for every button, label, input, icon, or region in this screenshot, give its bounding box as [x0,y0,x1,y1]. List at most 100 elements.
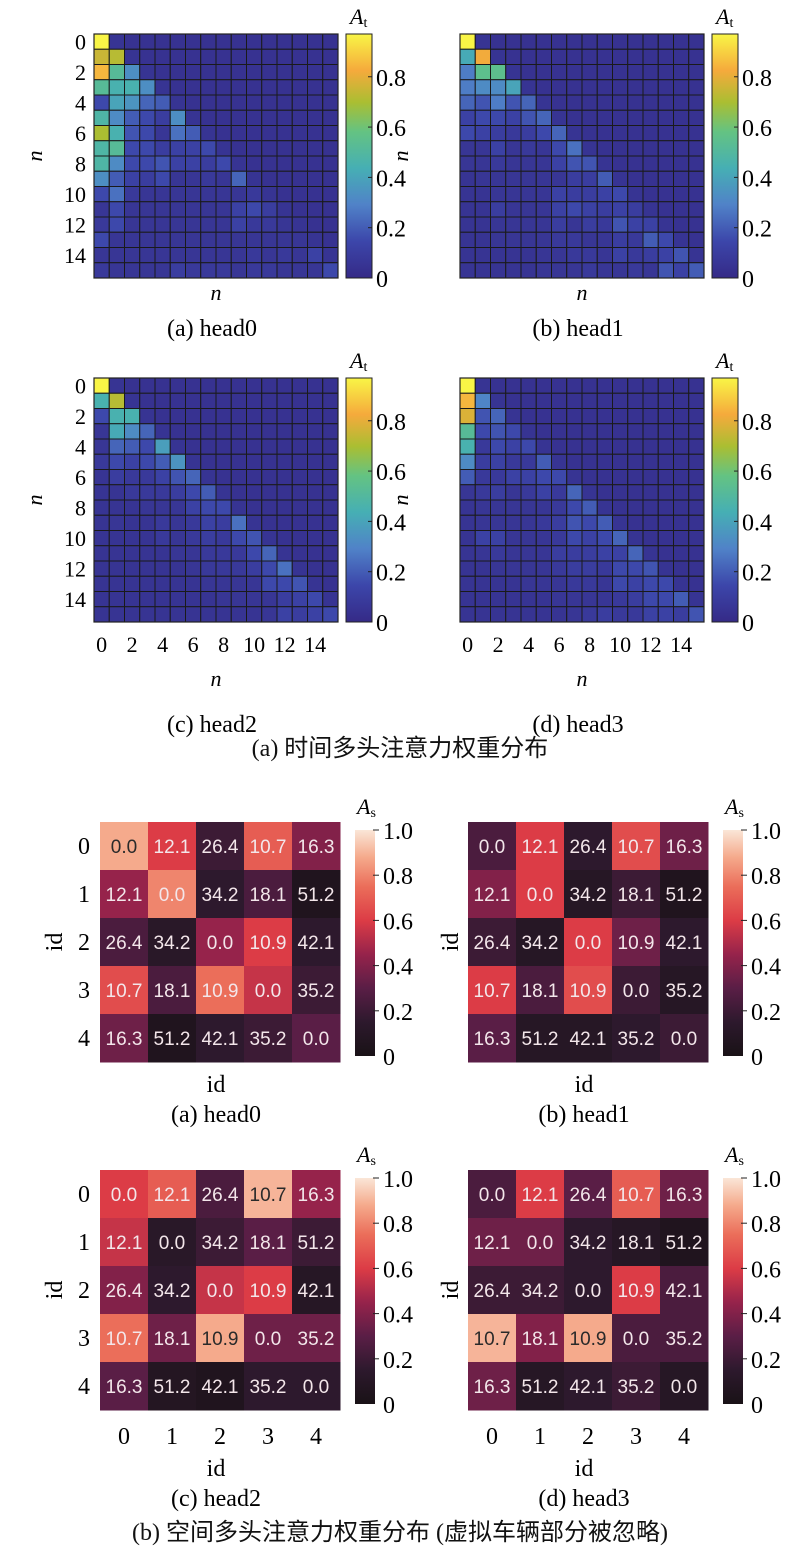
heatmap-cell [566,606,583,623]
heatmap-cell [490,125,507,142]
cell-annotation: 12.1 [154,837,191,858]
heatmap-cell [148,966,197,1015]
x-tick-label: 2 [493,632,504,657]
cell-annotation: 0.0 [303,1377,329,1398]
heatmap-cell [459,186,476,203]
cell-annotation: 10.9 [250,1281,287,1302]
heatmap-cell [535,94,552,111]
colorbar-tick-label: 1.0 [383,1167,413,1193]
heatmap-cell [520,155,537,172]
heatmap-cell [154,530,171,547]
heatmap-cell [688,201,705,218]
heatmap-cell [490,392,507,409]
heatmap-cell [516,1266,565,1315]
subplot-title: (c) head2 [171,1486,261,1512]
heatmap-cell [551,216,568,233]
x-axis-label: id [207,1072,226,1098]
cell-annotation: 10.9 [618,933,655,954]
heatmap-cell [139,606,156,623]
heatmap-cell [139,231,156,248]
y-tick-label: 0 [78,834,90,860]
heatmap-cell [535,109,552,126]
heatmap-cell [200,453,217,470]
cell-annotation: 0.0 [207,933,233,954]
heatmap-cell [200,64,217,81]
cell-annotation: 0.0 [255,1329,281,1350]
heatmap-cell [516,870,565,919]
plot-frame [93,33,339,279]
heatmap-cell [139,392,156,409]
heatmap-cell [673,94,690,111]
heatmap-cell [124,247,141,264]
heatmap-cell [291,591,308,608]
cell-annotation: 51.2 [522,1029,559,1050]
heatmap-cell [642,201,659,218]
heatmap-cell [490,94,507,111]
heatmap-cell [688,186,705,203]
heatmap-cell [108,484,125,501]
heatmap-cell [93,247,110,264]
heatmap-cell [459,155,476,172]
colorbar-tick-label: 0.8 [751,1212,781,1238]
heatmap-cell [657,155,674,172]
heatmap-cell [673,499,690,516]
heatmap-cell [322,606,339,623]
heatmap-cell [200,469,217,486]
cell-annotation: 10.9 [570,1329,607,1350]
heatmap-cell [185,201,202,218]
heatmap-cell [535,408,552,425]
cell-annotation: 42.1 [666,933,703,954]
cell-annotation: 34.2 [522,1281,559,1302]
heatmap-cell [246,216,263,233]
heatmap-cell [642,262,659,279]
heatmap-cell [93,79,110,96]
heatmap-cell [516,1014,565,1063]
colorbar-tick-label: 0.4 [376,510,406,536]
heatmap-cell [642,545,659,562]
heatmap-cell [490,247,507,264]
heatmap-cell [307,392,324,409]
heatmap-cell [535,216,552,233]
heatmap-cell [688,170,705,187]
subplot-title: (b) head1 [538,1102,629,1128]
heatmap-cell [657,514,674,531]
heatmap-cell [468,1362,517,1411]
heatmap-cell [612,155,629,172]
heatmap-cell [230,170,247,187]
cell-annotation: 26.4 [202,837,239,858]
heatmap-cell [551,545,568,562]
heatmap-cell [474,438,491,455]
heatmap-cell [612,966,661,1015]
cell-annotation: 35.2 [666,1329,703,1350]
heatmap-cell [124,216,141,233]
heatmap-cell [642,469,659,486]
heatmap-cell [612,1170,661,1219]
heatmap-cell [230,575,247,592]
heatmap-cell [244,1362,293,1411]
heatmap-cell [657,170,674,187]
cell-annotation: 26.4 [202,1185,239,1206]
cell-annotation: 34.2 [154,933,191,954]
subplot-title: (c) head2 [167,712,257,738]
heatmap-cell [520,247,537,264]
heatmap-cell [642,438,659,455]
heatmap-cell [474,48,491,65]
heatmap-cell [292,1314,341,1363]
heatmap-cell [581,79,598,96]
heatmap-cell [551,453,568,470]
heatmap-cell [185,186,202,203]
x-tick-label: 0 [486,1424,498,1450]
heatmap-cell [688,438,705,455]
heatmap-cell [93,591,110,608]
heatmap-cell [139,514,156,531]
heatmap-cell [520,438,537,455]
heatmap-cell [459,423,476,440]
cell-annotation: 34.2 [570,1233,607,1254]
heatmap-cell [490,155,507,172]
cell-annotation: 10.7 [618,1185,655,1206]
heatmap-cell [612,469,629,486]
heatmap-cell [505,438,522,455]
heatmap-cell [581,170,598,187]
heatmap-cell [612,1314,661,1363]
cell-annotation: 35.2 [618,1029,655,1050]
